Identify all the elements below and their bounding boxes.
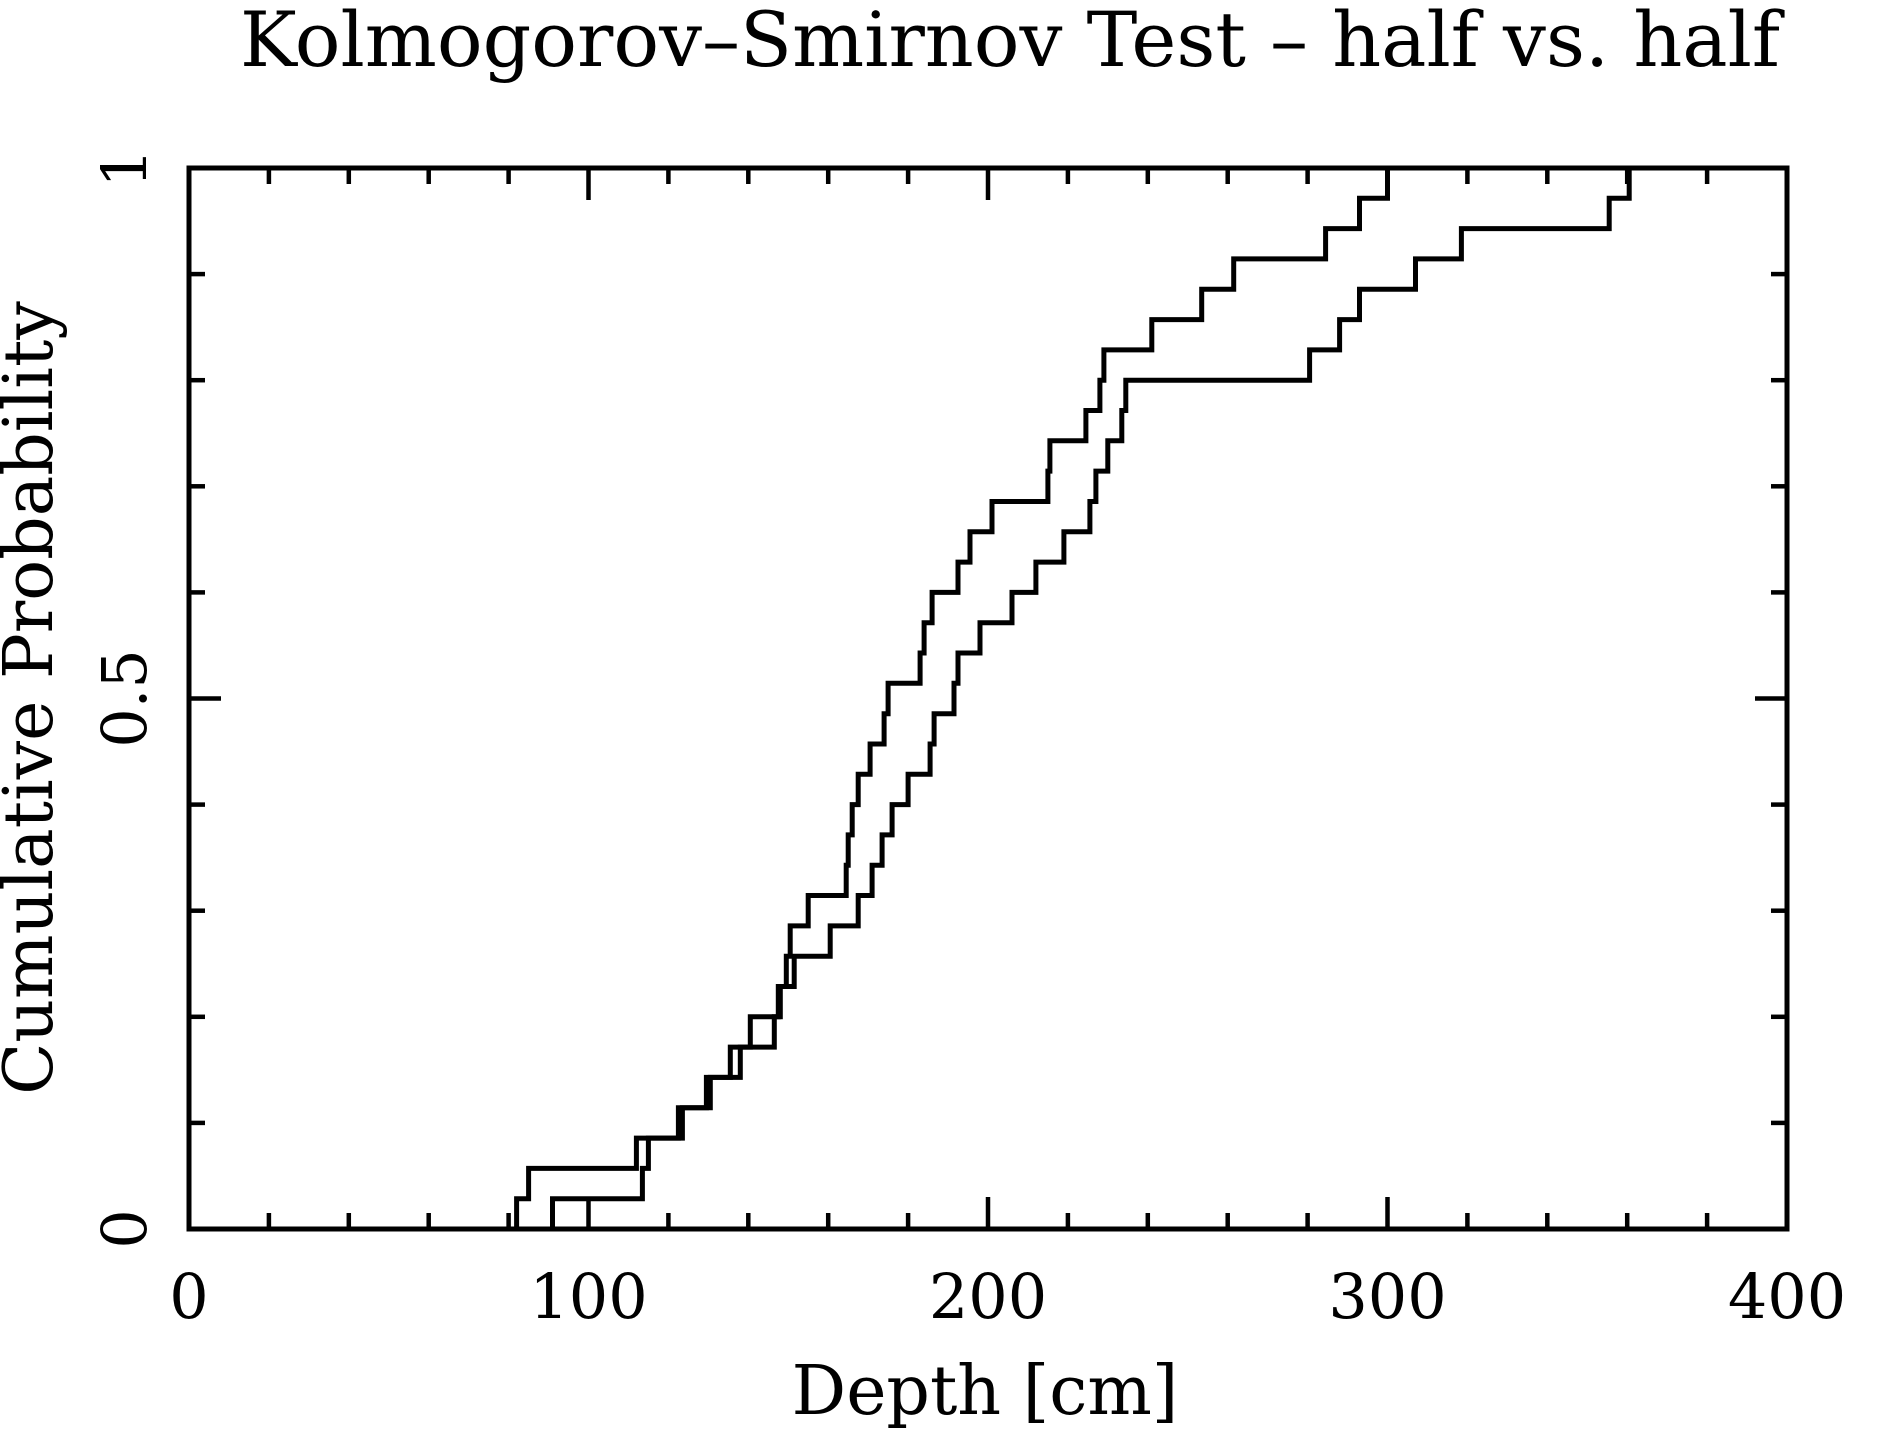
ecdf-curve-first-half [514, 165, 1787, 1229]
x-tick-label-100: 100 [529, 1260, 647, 1333]
x-tick-label-400: 400 [1728, 1260, 1846, 1333]
chart-title: Kolmogorov–Smirnov Test – half vs. half [240, 0, 1785, 84]
x-axis-label: Depth [cm] [792, 1352, 1179, 1431]
y-axis-label: Cumulative Probability [0, 301, 69, 1095]
ecdf-curves [514, 165, 1787, 1229]
x-tick-label-300: 300 [1328, 1260, 1446, 1333]
ecdf-curve-second-half [550, 165, 1787, 1229]
x-tick-label-0: 0 [169, 1260, 208, 1333]
plot-border [186, 165, 1790, 1232]
x-tick-label-200: 200 [929, 1260, 1047, 1333]
y-tick-label-1: 1 [88, 148, 161, 187]
axis-tick-labels: 0 100 200 300 400 0 0.5 1 [88, 148, 1846, 1333]
axis-ticks [189, 168, 1787, 1229]
y-tick-label-0: 0 [88, 1209, 161, 1248]
y-tick-label-0.5: 0.5 [88, 649, 161, 748]
